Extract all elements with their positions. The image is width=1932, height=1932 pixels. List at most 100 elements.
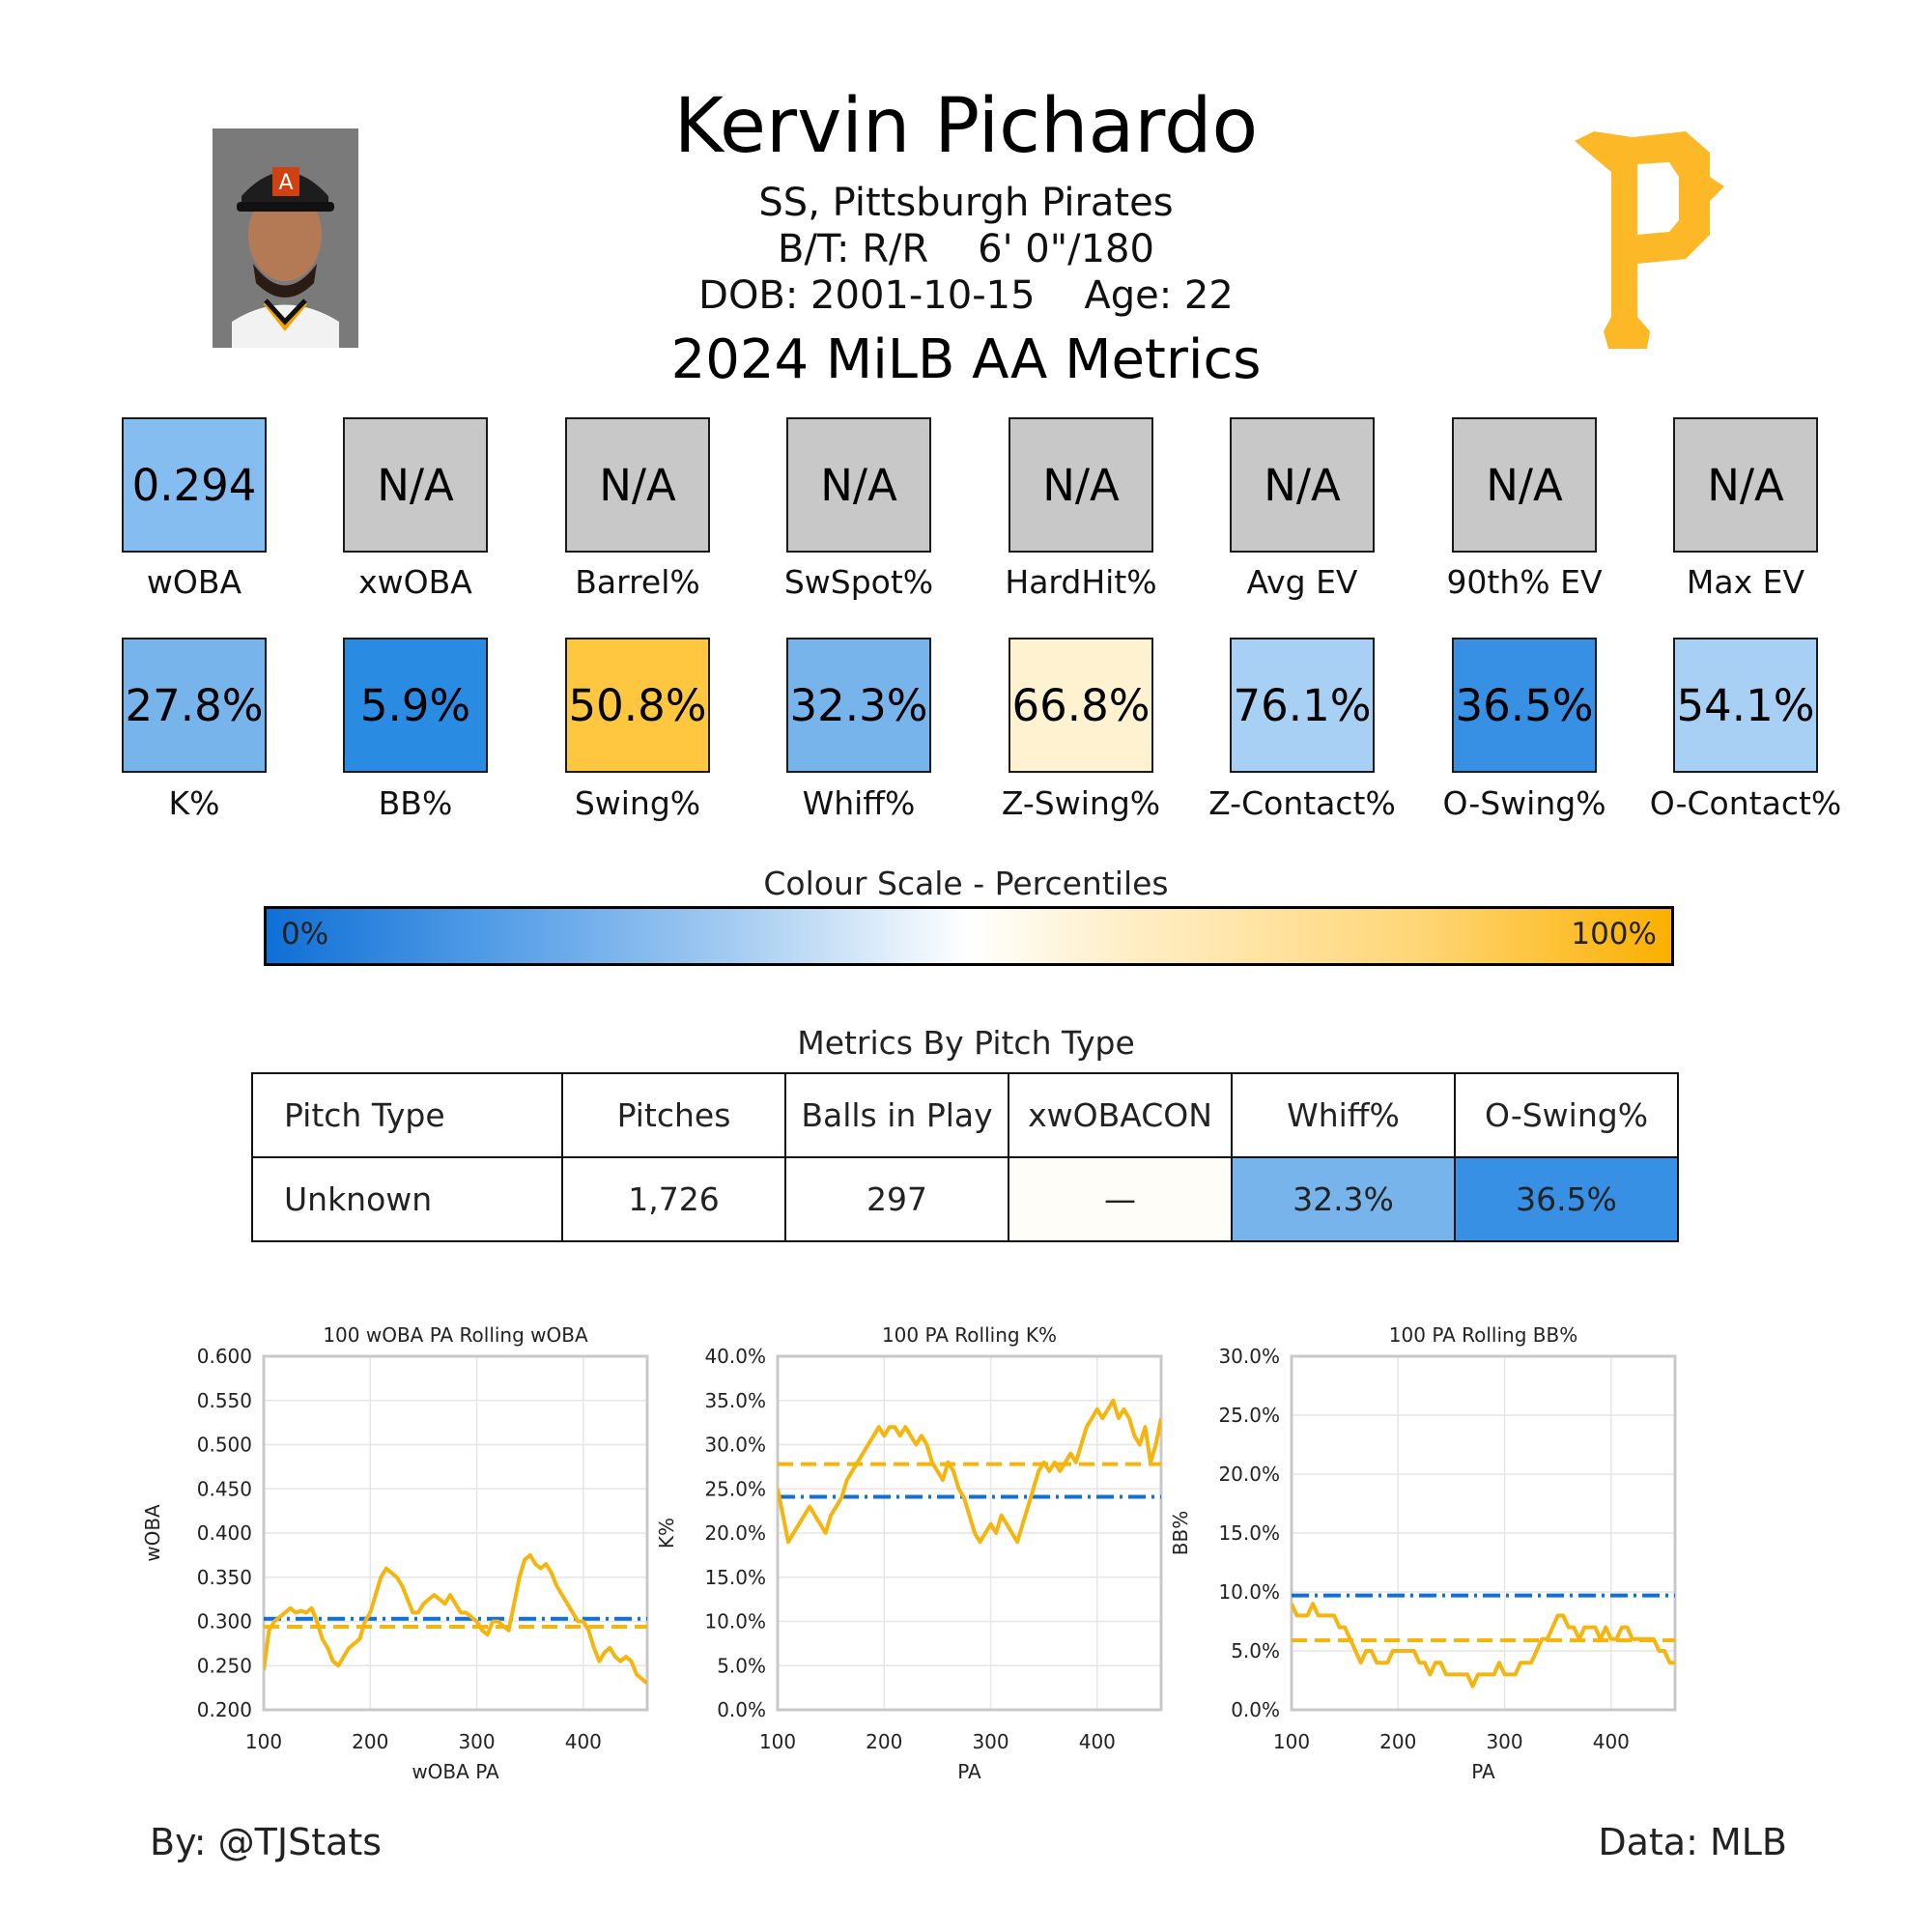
- x-tick-label: 400: [1593, 1730, 1630, 1753]
- metric-label-swing-pct: Swing%: [574, 784, 701, 822]
- metric-box-swspot: N/A: [786, 417, 931, 553]
- table-cell: 297: [784, 1156, 1009, 1242]
- y-tick-label: 35.0%: [704, 1389, 766, 1412]
- metric-box-z-contact-pct: 76.1%: [1230, 638, 1375, 773]
- x-tick-label: 400: [1079, 1730, 1116, 1753]
- y-tick-label: 0.550: [197, 1389, 252, 1412]
- y-tick-label: 0.200: [197, 1698, 252, 1721]
- y-tick-label: 40.0%: [704, 1345, 766, 1368]
- x-tick-label: 200: [352, 1730, 388, 1753]
- plot-frame: [776, 1354, 1163, 1712]
- metric-label-o-swing-pct: O-Swing%: [1442, 784, 1606, 822]
- player-headshot: A: [213, 128, 358, 348]
- y-tick-label: 0.0%: [1231, 1698, 1280, 1721]
- rolling-series-line: [778, 1398, 1161, 1545]
- table-cell: Unknown: [251, 1156, 563, 1242]
- plot-frame: [1290, 1354, 1677, 1712]
- metric-label-woba: wOBA: [146, 563, 242, 601]
- metric-box-woba: 0.294: [122, 417, 267, 553]
- metric-label-90th-ev: 90th% EV: [1446, 563, 1603, 601]
- chart-title: 100 PA Rolling BB%: [1389, 1323, 1577, 1347]
- x-tick-label: 200: [866, 1730, 902, 1753]
- credit-data-source: Data: MLB: [1598, 1821, 1787, 1863]
- x-axis-label: wOBA PA: [412, 1760, 499, 1783]
- metric-box-bb-pct: 5.9%: [343, 638, 488, 773]
- rolling-chart-2: 100 PA Rolling K% 0.0% 5.0% 10.0% 15.0% 20.0%…: [655, 1323, 1163, 1783]
- y-tick-label: 15.0%: [704, 1566, 766, 1589]
- table-header-cell: xwOBACON: [1008, 1072, 1233, 1158]
- metric-box-k-pct: 27.8%: [122, 638, 267, 773]
- y-axis-label: wOBA: [141, 1504, 164, 1562]
- table-header-cell: Pitches: [561, 1072, 786, 1158]
- position-team: SS, Pittsburgh Pirates: [758, 181, 1174, 225]
- y-tick-label: 0.0%: [717, 1698, 766, 1721]
- rolling-series-line: [1292, 1602, 1675, 1689]
- table-row: Unknown 1,726 297 — 32.3% 36.5%: [251, 1156, 1679, 1242]
- y-tick-label: 0.600: [197, 1345, 252, 1368]
- metric-label-o-contact-pct: O-Contact%: [1649, 784, 1842, 822]
- plot-frame: [262, 1354, 649, 1712]
- metric-label-barrel: Barrel%: [575, 563, 700, 601]
- metric-box-z-swing-pct: 66.8%: [1009, 638, 1153, 773]
- colour-scale-min-label: 0%: [281, 917, 329, 952]
- metric-label-bb-pct: BB%: [378, 784, 453, 822]
- y-tick-label: 10.0%: [1218, 1580, 1280, 1604]
- y-tick-label: 5.0%: [717, 1654, 766, 1677]
- colour-scale-bar: 0% 100%: [264, 906, 1674, 966]
- metric-box-xwoba: N/A: [343, 417, 488, 553]
- y-axis-label: BB%: [1169, 1511, 1192, 1555]
- table-header-row: Pitch Type Pitches Balls in Play xwOBACO…: [251, 1072, 1679, 1158]
- rolling-series-line: [264, 1552, 647, 1686]
- table-header-cell: Pitch Type: [251, 1072, 563, 1158]
- y-tick-label: 0.300: [197, 1610, 252, 1634]
- metric-label-z-swing-pct: Z-Swing%: [1001, 784, 1161, 822]
- metric-box-o-contact-pct: 54.1%: [1673, 638, 1818, 773]
- metric-box-avg-ev: N/A: [1230, 417, 1375, 553]
- y-tick-label: 20.0%: [704, 1521, 766, 1545]
- metric-box-whiff-pct: 32.3%: [786, 638, 931, 773]
- colour-scale-title: Colour Scale - Percentiles: [763, 865, 1169, 902]
- y-axis-label: K%: [655, 1518, 678, 1548]
- metric-label-xwoba: xwOBA: [358, 563, 472, 601]
- table-header-cell: Whiff%: [1231, 1072, 1456, 1158]
- pitch-table-title: Metrics By Pitch Type: [797, 1024, 1135, 1062]
- metric-label-k-pct: K%: [168, 784, 220, 822]
- metric-label-swspot: SwSpot%: [783, 563, 934, 601]
- colour-scale-max-label: 100%: [1571, 917, 1657, 952]
- metric-box-barrel: N/A: [565, 417, 710, 553]
- y-tick-label: 25.0%: [704, 1477, 766, 1500]
- chart-title: 100 PA Rolling K%: [882, 1323, 1057, 1347]
- dob-age: DOB: 2001-10-15 Age: 22: [698, 273, 1234, 318]
- x-tick-label: 100: [1273, 1730, 1310, 1753]
- pirates-p-logo: [1565, 124, 1739, 352]
- x-axis-label: PA: [957, 1760, 981, 1783]
- metric-label-avg-ev: Avg EV: [1246, 563, 1358, 601]
- y-tick-label: 30.0%: [1218, 1345, 1280, 1368]
- metric-box-max-ev: N/A: [1673, 417, 1818, 553]
- section-title: 2024 MiLB AA Metrics: [670, 328, 1262, 391]
- x-tick-label: 300: [1486, 1730, 1522, 1753]
- metric-box-swing-pct: 50.8%: [565, 638, 710, 773]
- metric-label-hardhit: HardHit%: [1005, 563, 1157, 601]
- x-tick-label: 100: [245, 1730, 282, 1753]
- rolling-charts: 100 wOBA PA Rolling wOBA 0.200 0.250 0.300 0…: [141, 1323, 1677, 1783]
- x-tick-label: 400: [565, 1730, 602, 1753]
- x-tick-label: 300: [972, 1730, 1009, 1753]
- y-tick-label: 0.500: [197, 1434, 252, 1457]
- bats-throws-height: B/T: R/R 6' 0"/180: [778, 227, 1154, 271]
- metric-label-z-contact-pct: Z-Contact%: [1208, 784, 1396, 822]
- table-header-cell: O-Swing%: [1454, 1072, 1679, 1158]
- y-tick-label: 0.450: [197, 1477, 252, 1500]
- metric-box-hardhit: N/A: [1009, 417, 1153, 553]
- metric-box-o-swing-pct: 36.5%: [1452, 638, 1597, 773]
- metric-box-90th-ev: N/A: [1452, 417, 1597, 553]
- y-tick-label: 30.0%: [704, 1434, 766, 1457]
- x-axis-label: PA: [1471, 1760, 1495, 1783]
- x-tick-label: 100: [759, 1730, 796, 1753]
- y-tick-label: 20.0%: [1218, 1463, 1280, 1486]
- y-tick-label: 5.0%: [1231, 1639, 1280, 1662]
- table-header-cell: Balls in Play: [784, 1072, 1009, 1158]
- x-tick-label: 300: [458, 1730, 495, 1753]
- y-tick-label: 10.0%: [704, 1610, 766, 1634]
- table-cell: 32.3%: [1231, 1156, 1456, 1242]
